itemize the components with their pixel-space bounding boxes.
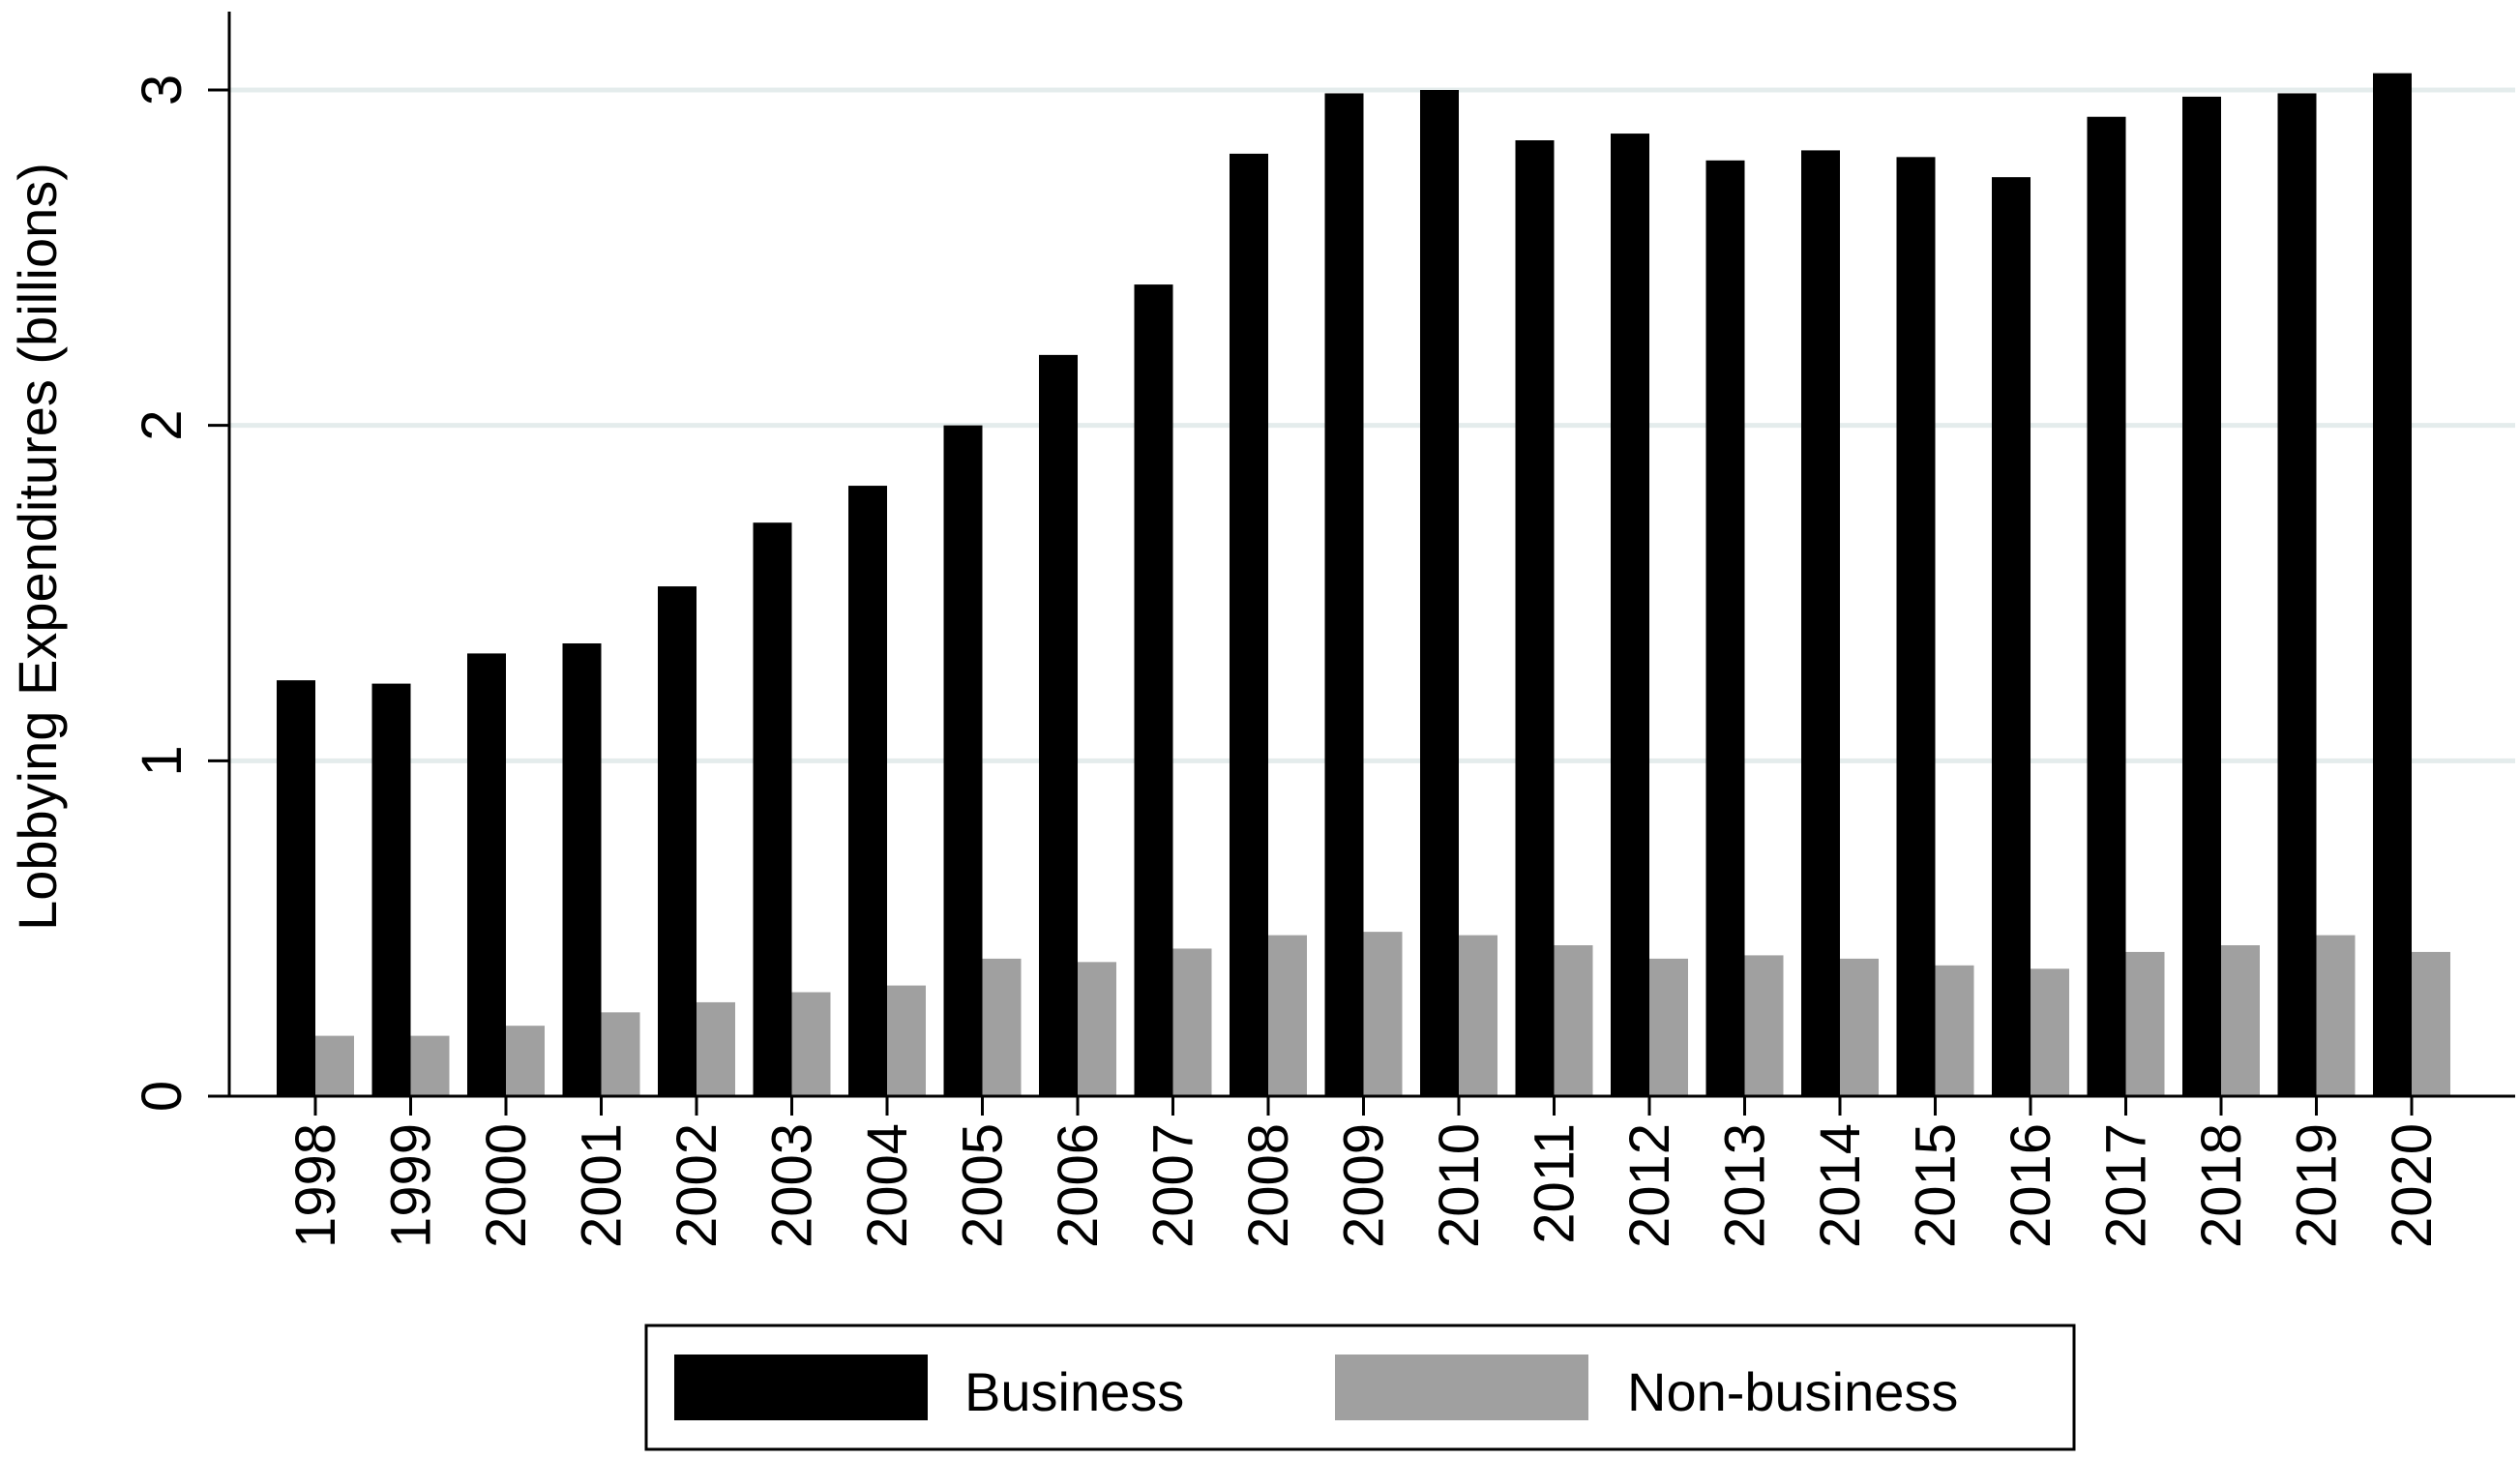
bar-non-business-2009 <box>1363 932 1403 1096</box>
bar-business-2001 <box>562 643 602 1096</box>
x-tick-label-2017: 2017 <box>2095 1123 2158 1248</box>
bar-non-business-2000 <box>506 1026 545 1096</box>
x-tick-label-2016: 2016 <box>2000 1123 2062 1248</box>
bar-non-business-2010 <box>1459 935 1497 1096</box>
x-tick-label-2005: 2005 <box>952 1123 1015 1248</box>
bar-business-2007 <box>1134 284 1173 1097</box>
bar-non-business-2016 <box>2031 968 2069 1096</box>
bar-business-2004 <box>848 486 887 1097</box>
bar-non-business-2012 <box>1649 958 1688 1096</box>
y-tick-labels: 0 1 2 3 <box>131 74 193 1112</box>
bar-non-business-2002 <box>697 1001 735 1096</box>
bar-non-business-2006 <box>1078 962 1116 1096</box>
bar-non-business-1998 <box>315 1035 354 1096</box>
y-tick-label-3: 3 <box>131 74 193 105</box>
bar-business-2018 <box>2182 96 2221 1096</box>
legend: Business Non-business <box>644 1324 2076 1451</box>
x-tick-label-2020: 2020 <box>2381 1123 2444 1248</box>
bar-business-2002 <box>658 586 697 1096</box>
bars <box>277 73 2450 1097</box>
bar-non-business-2017 <box>2125 951 2165 1096</box>
bar-business-2012 <box>1611 134 1649 1097</box>
x-tick-label-2006: 2006 <box>1047 1123 1110 1248</box>
x-tick-label-2002: 2002 <box>666 1123 728 1248</box>
bar-business-2014 <box>1801 150 1840 1096</box>
bar-business-1998 <box>277 680 315 1096</box>
bar-non-business-2011 <box>1554 945 1593 1096</box>
x-tick-label-2019: 2019 <box>2286 1123 2349 1248</box>
x-tick-label-2018: 2018 <box>2190 1123 2253 1248</box>
bar-non-business-2015 <box>1935 965 1974 1096</box>
x-tick-label-2001: 2001 <box>571 1123 634 1248</box>
y-axis-title: Lobbying Expenditures (billions) <box>7 163 68 931</box>
y-tick-label-0: 0 <box>131 1081 193 1112</box>
bar-non-business-2004 <box>887 985 926 1096</box>
legend-label-business: Business <box>964 1361 1184 1422</box>
legend-swatch-non-business <box>1335 1355 1588 1420</box>
bar-non-business-2007 <box>1172 948 1212 1096</box>
x-tick-label-2004: 2004 <box>856 1123 919 1248</box>
bar-business-2009 <box>1324 93 1364 1096</box>
axes <box>208 12 2515 1116</box>
bar-non-business-2005 <box>982 958 1022 1096</box>
bar-business-2013 <box>1705 160 1745 1097</box>
bar-business-2008 <box>1230 153 1268 1096</box>
bar-non-business-2019 <box>2316 935 2356 1096</box>
x-tick-labels: 1998 1999 2000 2001 2002 2003 2004 2005 2006 2007… <box>284 1123 2444 1248</box>
x-tick-label-1998: 1998 <box>284 1123 347 1248</box>
bar-non-business-2001 <box>601 1012 640 1096</box>
x-tick-label-2013: 2013 <box>1714 1123 1777 1248</box>
bar-business-2011 <box>1515 140 1555 1096</box>
x-tick-label-2014: 2014 <box>1809 1123 1872 1248</box>
bar-non-business-2003 <box>791 992 831 1096</box>
x-tick-label-2015: 2015 <box>1905 1123 1968 1248</box>
bar-non-business-2018 <box>2221 945 2260 1096</box>
bar-business-2003 <box>753 522 792 1096</box>
x-tick-label-2010: 2010 <box>1428 1123 1491 1248</box>
bar-business-2017 <box>2087 116 2126 1096</box>
bar-non-business-2020 <box>2412 951 2450 1096</box>
x-tick-label-2012: 2012 <box>1618 1123 1681 1248</box>
bar-business-2020 <box>2373 73 2412 1097</box>
x-tick-label-2009: 2009 <box>1333 1123 1396 1248</box>
bar-business-2019 <box>2277 93 2317 1096</box>
bar-business-2000 <box>467 653 506 1096</box>
bar-non-business-1999 <box>410 1035 450 1096</box>
y-tick-label-2: 2 <box>131 410 193 441</box>
gridlines <box>229 87 2515 763</box>
x-tick-label-1999: 1999 <box>380 1123 443 1248</box>
x-tick-label-2008: 2008 <box>1237 1123 1300 1248</box>
bar-business-2006 <box>1039 354 1078 1096</box>
bar-business-2015 <box>1896 157 1936 1097</box>
bar-business-2010 <box>1420 90 1459 1096</box>
x-tick-label-2003: 2003 <box>761 1123 824 1248</box>
bar-non-business-2008 <box>1268 935 1307 1096</box>
x-tick-label-2011: 2011 <box>1524 1123 1586 1244</box>
bar-non-business-2014 <box>1840 958 1879 1096</box>
bar-non-business-2013 <box>1744 955 1784 1096</box>
bar-business-2016 <box>1992 177 2031 1097</box>
bar-business-1999 <box>371 683 411 1096</box>
legend-swatch-business <box>674 1355 928 1420</box>
y-tick-label-1: 1 <box>131 745 193 776</box>
legend-label-non-business: Non-business <box>1627 1361 1958 1422</box>
x-tick-label-2000: 2000 <box>475 1123 538 1248</box>
bar-business-2005 <box>943 425 983 1097</box>
x-tick-label-2007: 2007 <box>1142 1123 1205 1248</box>
